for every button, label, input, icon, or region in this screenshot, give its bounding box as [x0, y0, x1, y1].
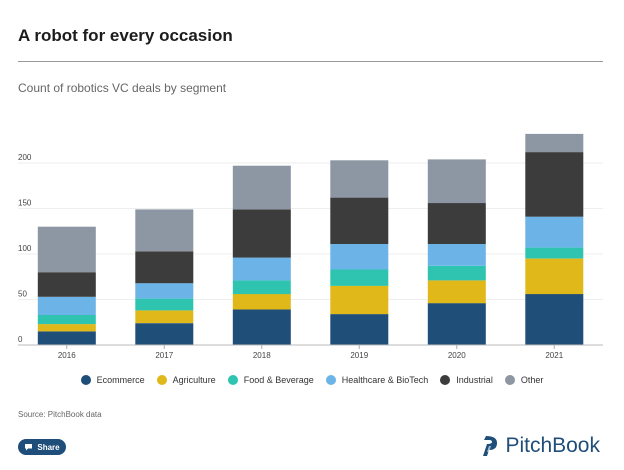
y-tick-label: 0 — [18, 335, 23, 344]
bar-segment-2018-other[interactable] — [232, 165, 291, 210]
bar-segment-2017-agriculture[interactable] — [135, 310, 194, 324]
legend-label: Industrial — [456, 375, 493, 385]
bar-segment-2020-ecommerce[interactable] — [427, 303, 486, 345]
bar-segment-2020-agriculture[interactable] — [427, 280, 486, 304]
chart-title: A robot for every occasion — [18, 26, 233, 45]
bar-series-group — [37, 133, 584, 346]
bar-segment-2021-healthcare-biotech[interactable] — [525, 216, 584, 248]
legend-item[interactable]: Other — [504, 375, 544, 385]
legend-swatch — [440, 375, 451, 385]
bar-segment-2019-healthcare-biotech[interactable] — [330, 244, 389, 270]
legend-swatch — [80, 375, 91, 385]
bar-segment-2018-industrial[interactable] — [232, 209, 291, 258]
legend-item[interactable]: Ecommerce — [80, 375, 145, 385]
source-note: Source: PitchBook data — [18, 410, 102, 419]
legend-swatch — [325, 375, 336, 385]
share-button[interactable]: Share — [18, 439, 66, 455]
legend-label: Other — [520, 375, 544, 385]
legend-item[interactable]: Food & Beverage — [227, 375, 314, 385]
chat-bubble-icon — [25, 444, 33, 451]
bar-segment-2021-other[interactable] — [525, 133, 584, 153]
bar-segment-2016-other[interactable] — [37, 226, 96, 273]
y-tick-label: 150 — [18, 199, 32, 208]
legend-swatch — [504, 375, 515, 385]
x-tick-label: 2016 — [58, 351, 76, 360]
legend-label: Food & Beverage — [243, 375, 314, 385]
bar-segment-2017-other[interactable] — [135, 209, 194, 252]
bar-segment-2021-food-beverage[interactable] — [525, 247, 584, 259]
title-divider — [18, 61, 603, 62]
bar-segment-2017-ecommerce[interactable] — [135, 323, 194, 345]
axes: 0 50 100 150 200 2016 2017 2018 2019 2020 2021 — [18, 153, 603, 360]
bar-segment-2016-ecommerce[interactable] — [37, 331, 96, 345]
legend-swatch — [227, 375, 238, 385]
bar-segment-2018-healthcare-biotech[interactable] — [232, 257, 291, 281]
legend-label: Healthcare & BioTech — [341, 375, 429, 385]
legend-swatch — [156, 375, 167, 385]
bar-segment-2017-industrial[interactable] — [135, 251, 194, 284]
bar-segment-2020-healthcare-biotech[interactable] — [427, 244, 486, 266]
bar-segment-2018-agriculture[interactable] — [232, 294, 291, 310]
legend-label: Ecommerce — [96, 375, 145, 385]
bar-segment-2019-ecommerce[interactable] — [330, 314, 389, 345]
pitchbook-logo: PitchBook — [480, 434, 600, 458]
bar-segment-2016-healthcare-biotech[interactable] — [37, 296, 96, 315]
bar-segment-2019-industrial[interactable] — [330, 197, 389, 244]
bar-segment-2016-food-beverage[interactable] — [37, 315, 96, 325]
bar-segment-2019-food-beverage[interactable] — [330, 269, 389, 286]
legend-item[interactable]: Industrial — [440, 375, 493, 385]
bar-segment-2020-food-beverage[interactable] — [427, 265, 486, 281]
bar-segment-2020-industrial[interactable] — [427, 203, 486, 244]
x-tick-label: 2021 — [545, 351, 563, 360]
bar-segment-2016-industrial[interactable] — [37, 272, 96, 297]
x-tick-label: 2020 — [448, 351, 466, 360]
chart-subtitle: Count of robotics VC deals by segment — [18, 81, 227, 95]
bar-segment-2021-ecommerce[interactable] — [525, 294, 584, 345]
bar-segment-2020-other[interactable] — [427, 159, 486, 204]
legend-item[interactable]: Agriculture — [156, 375, 216, 385]
legend-item[interactable]: Healthcare & BioTech — [325, 375, 429, 385]
bar-segment-2018-food-beverage[interactable] — [232, 280, 291, 295]
x-tick-label: 2018 — [253, 351, 271, 360]
share-button-label: Share — [37, 442, 60, 452]
y-tick-label: 50 — [18, 290, 27, 299]
bar-segment-2017-healthcare-biotech[interactable] — [135, 283, 194, 299]
y-tick-label: 200 — [18, 153, 32, 162]
legend-label: Agriculture — [172, 375, 216, 385]
pitchbook-logo-icon — [483, 436, 498, 456]
y-tick-label: 100 — [18, 244, 32, 253]
pitchbook-logo-text: PitchBook — [505, 434, 600, 457]
bar-segment-2021-industrial[interactable] — [525, 152, 584, 217]
y-gridlines — [18, 162, 603, 300]
bar-segment-2019-other[interactable] — [330, 160, 389, 198]
x-tick-label: 2017 — [155, 351, 173, 360]
x-tick-label: 2019 — [350, 351, 368, 360]
bar-segment-2016-agriculture[interactable] — [37, 324, 96, 332]
bar-segment-2017-food-beverage[interactable] — [135, 298, 194, 311]
bar-segment-2018-ecommerce[interactable] — [232, 309, 291, 346]
bar-segment-2019-agriculture[interactable] — [330, 285, 389, 315]
bar-segment-2021-agriculture[interactable] — [525, 258, 584, 295]
chart-legend: Ecommerce Agriculture Food & Beverage Healt… — [0, 375, 624, 385]
stacked-bar-chart: 0 50 100 150 200 2016 2017 2018 2019 2020 2021 — [18, 133, 603, 360]
